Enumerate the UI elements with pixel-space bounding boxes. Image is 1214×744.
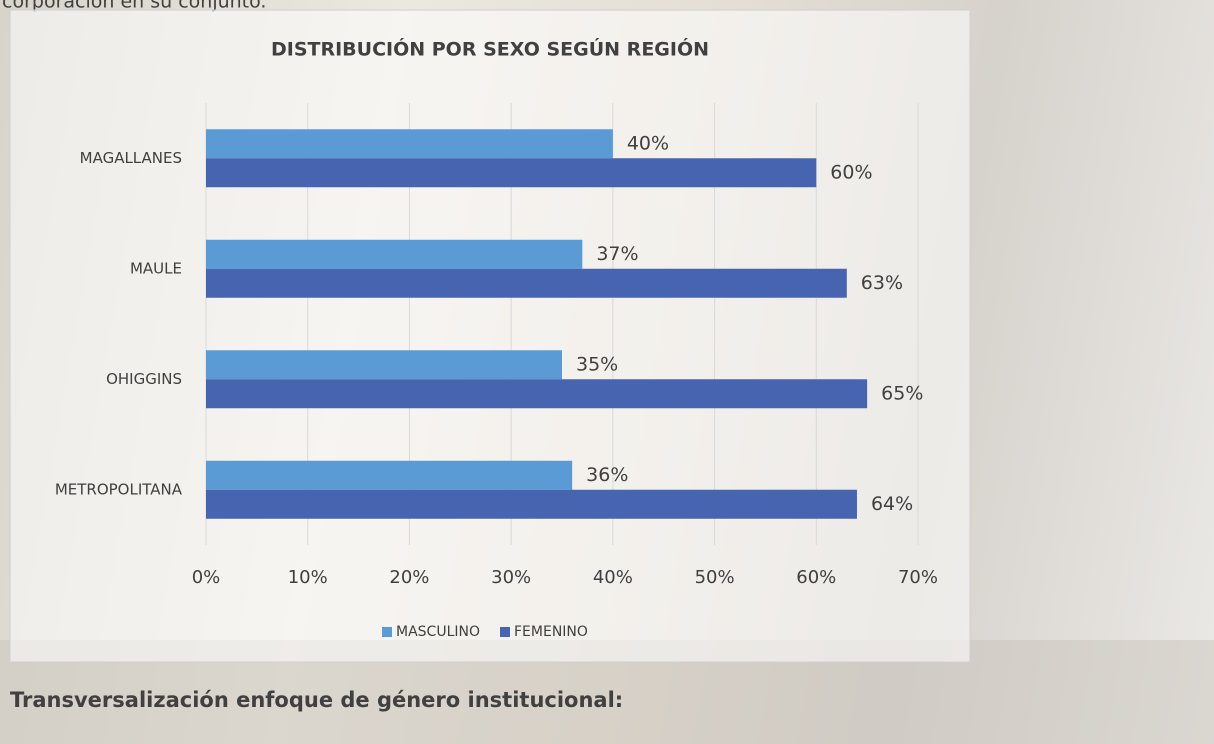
legend-swatch — [382, 627, 392, 637]
section-heading: Transversalización enfoque de género ins… — [10, 688, 623, 712]
x-tick-label: 0% — [192, 567, 221, 588]
x-tick-label: 10% — [288, 567, 328, 588]
y-tick-label: OHIGGINS — [106, 370, 182, 388]
x-tick-label: 50% — [695, 567, 735, 588]
value-label: 37% — [596, 243, 638, 265]
y-tick-label: METROPOLITANA — [55, 480, 183, 498]
bar — [206, 158, 817, 188]
bar — [206, 350, 562, 380]
y-tick-label: MAULE — [130, 259, 182, 277]
bar — [206, 379, 868, 409]
value-label: 64% — [871, 493, 913, 515]
bar — [206, 239, 583, 269]
bar — [206, 489, 857, 519]
legend-swatch — [500, 627, 510, 637]
x-tick-label: 30% — [491, 567, 531, 588]
value-label: 40% — [627, 132, 669, 154]
value-label: 63% — [861, 272, 903, 294]
intro-text: corporación en su conjunto. — [2, 0, 266, 13]
value-label: 36% — [586, 464, 628, 486]
x-tick-label: 70% — [898, 567, 938, 588]
x-tick-label: 60% — [796, 567, 836, 588]
value-label: 60% — [830, 161, 872, 183]
y-tick-label: MAGALLANES — [80, 149, 182, 167]
bar — [206, 129, 613, 159]
bar — [206, 268, 847, 298]
x-tick-label: 40% — [593, 567, 633, 588]
value-label: 35% — [576, 353, 618, 375]
chart-title: DISTRIBUCIÓN POR SEXO SEGÚN REGIÓN — [271, 37, 709, 61]
x-tick-label: 20% — [389, 567, 429, 588]
chart-frame — [9, 9, 971, 663]
bar — [206, 460, 573, 490]
plot: 0% 10% 20% 30% 40% 50% 60% 70% MAGALLANES 40% 60% M… — [55, 103, 938, 640]
value-label: 65% — [881, 382, 923, 404]
legend-label: FEMENINO — [514, 624, 588, 640]
legend-label: MASCULINO — [396, 624, 480, 640]
